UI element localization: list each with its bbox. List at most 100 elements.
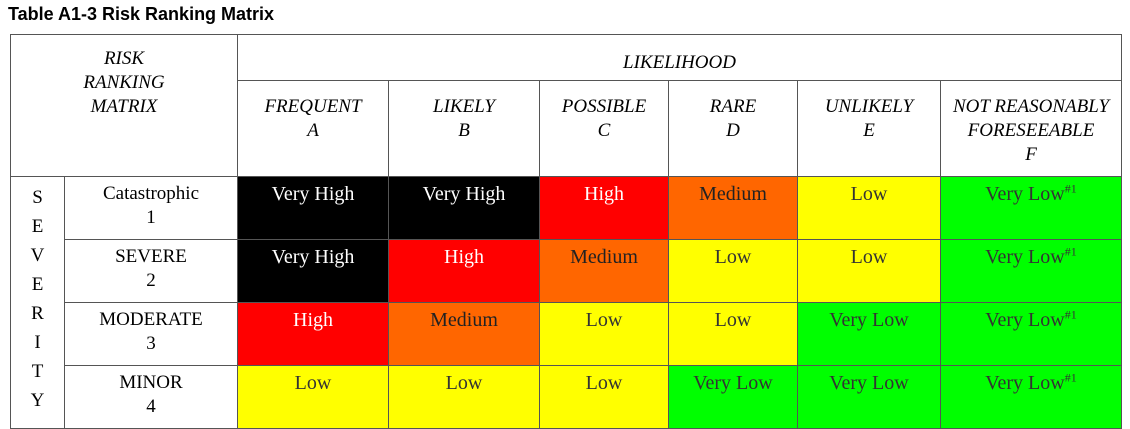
risk-cell: Very Low	[797, 365, 941, 429]
risk-cell: High	[237, 302, 389, 366]
risk-cell: Low	[388, 365, 540, 429]
likelihood-column-header: UNLIKELY E	[797, 80, 941, 177]
severity-letter: E	[31, 274, 44, 295]
likelihood-name: UNLIKELY	[824, 96, 914, 117]
table-row: MINOR 4 Low Low Low Very Low Very Low Very Low#…	[11, 365, 1122, 429]
risk-level-text: Low	[445, 372, 483, 394]
risk-cell: Low	[539, 365, 669, 429]
risk-level-text: Low	[850, 246, 888, 268]
severity-letter: R	[31, 303, 44, 324]
risk-cell: Low	[668, 302, 798, 366]
risk-level-text: Very High	[422, 183, 506, 205]
risk-level-text: Low	[294, 372, 332, 394]
matrix-corner-label: RISK RANKING MATRIX	[10, 34, 238, 177]
risk-level-text: Medium	[699, 183, 767, 205]
risk-level-text: Medium	[430, 309, 498, 331]
risk-cell: Very High	[237, 176, 389, 240]
risk-level-text: Low	[850, 183, 888, 205]
severity-name: MINOR	[119, 372, 183, 393]
severity-name: MODERATE	[99, 309, 203, 330]
risk-cell: Low	[237, 365, 389, 429]
risk-level-text: High	[293, 309, 333, 331]
severity-code: 2	[146, 270, 156, 291]
likelihood-column-header: NOT REASONABLY FORESEEABLE F	[940, 80, 1122, 177]
footnote-marker: #1	[1064, 307, 1077, 322]
risk-cell: Low	[797, 239, 941, 303]
risk-cell: High	[388, 239, 540, 303]
severity-letter: S	[32, 187, 43, 208]
risk-cell: Very Low#1	[940, 176, 1122, 240]
severity-code: 4	[146, 396, 156, 417]
risk-level-text: Low	[585, 372, 623, 394]
likelihood-code: C	[597, 120, 611, 141]
likelihood-name: LIKELY	[433, 96, 495, 117]
risk-level-text: Low	[714, 309, 752, 331]
likelihood-code: D	[726, 120, 740, 141]
risk-cell: Very High	[237, 239, 389, 303]
footnote-marker: #1	[1064, 244, 1077, 259]
risk-level-text: Low	[585, 309, 623, 331]
risk-level-text: High	[584, 183, 624, 205]
severity-letter: T	[31, 361, 44, 382]
risk-cell: Very Low#1	[940, 365, 1122, 429]
risk-cell: Very Low	[668, 365, 798, 429]
likelihood-column-header: POSSIBLE C	[539, 80, 669, 177]
severity-row-label: MINOR 4	[64, 365, 238, 429]
likelihood-column-header: LIKELY B	[388, 80, 540, 177]
likelihood-column-header: RARE D	[668, 80, 798, 177]
risk-level-text: Medium	[570, 246, 638, 268]
risk-level-text: Very Low	[985, 309, 1065, 331]
risk-cell: Medium	[388, 302, 540, 366]
risk-level-text: Low	[714, 246, 752, 268]
severity-row-label: Catastrophic 1	[64, 176, 238, 240]
risk-level-text: Very Low	[829, 372, 909, 394]
risk-cell: Very High	[388, 176, 540, 240]
severity-name: SEVERE	[115, 246, 187, 267]
likelihood-name: FORESEEABLE	[967, 120, 1095, 141]
likelihood-code: F	[1025, 144, 1037, 165]
table-row: SEVERE 2 Very High High Medium Low Low Very Low…	[11, 239, 1122, 303]
risk-cell: Medium	[668, 176, 798, 240]
likelihood-code: B	[458, 120, 470, 141]
risk-cell: Low	[539, 302, 669, 366]
likelihood-name: POSSIBLE	[561, 96, 647, 117]
risk-level-text: Very Low	[693, 372, 773, 394]
severity-letter: Y	[30, 390, 45, 411]
corner-line: MATRIX	[90, 96, 158, 117]
table-title: Table A1-3 Risk Ranking Matrix	[8, 4, 275, 24]
likelihood-name: RARE	[709, 96, 757, 117]
risk-level-text: Very High	[271, 183, 355, 205]
footnote-marker: #1	[1064, 181, 1077, 196]
corner-line: RISK	[103, 48, 145, 69]
risk-cell: Low	[797, 176, 941, 240]
risk-cell: Low	[668, 239, 798, 303]
risk-cell: Very Low#1	[940, 239, 1122, 303]
severity-code: 1	[146, 207, 156, 228]
table-row: MODERATE 3 High Medium Low Low Very Low Very Lo…	[11, 302, 1122, 366]
risk-level-text: Very Low	[829, 309, 909, 331]
risk-cell: Medium	[539, 239, 669, 303]
risk-level-text: Very Low	[985, 183, 1065, 205]
severity-row-label: MODERATE 3	[64, 302, 238, 366]
severity-letter: I	[34, 332, 41, 353]
likelihood-header: LIKELIHOOD	[237, 34, 1122, 81]
severity-row-label: SEVERE 2	[64, 239, 238, 303]
likelihood-column-header: FREQUENT A	[237, 80, 389, 177]
likelihood-code: E	[863, 120, 875, 141]
severity-letter: V	[30, 245, 45, 266]
risk-level-text: Very Low	[985, 372, 1065, 394]
risk-cell: High	[539, 176, 669, 240]
likelihood-name: FREQUENT	[264, 96, 362, 117]
severity-letter: E	[31, 216, 44, 237]
severity-code: 3	[146, 333, 156, 354]
risk-ranking-matrix: RISK RANKING MATRIX LIKELIHOOD FREQUENT A…	[10, 34, 1122, 429]
likelihood-code: A	[307, 120, 319, 141]
footnote-marker: #1	[1064, 370, 1077, 385]
risk-level-text: High	[444, 246, 484, 268]
risk-cell: Very Low#1	[940, 302, 1122, 366]
likelihood-name: NOT REASONABLY	[952, 96, 1110, 117]
risk-level-text: Very Low	[985, 246, 1065, 268]
risk-cell: Very Low	[797, 302, 941, 366]
severity-name: Catastrophic	[102, 183, 200, 204]
